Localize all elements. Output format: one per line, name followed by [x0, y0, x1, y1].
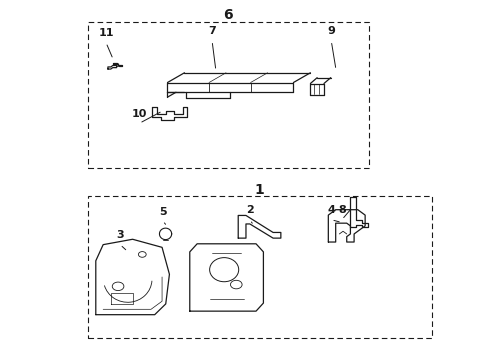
Text: 3: 3 — [116, 230, 124, 240]
Bar — [88, 22, 368, 168]
Text: 7: 7 — [208, 26, 216, 36]
Text: 9: 9 — [327, 26, 335, 36]
Text: 4: 4 — [327, 206, 335, 215]
Text: 11: 11 — [98, 28, 114, 38]
Text: 10: 10 — [132, 109, 147, 119]
Bar — [88, 196, 432, 338]
Text: 6: 6 — [223, 8, 233, 22]
Text: 2: 2 — [246, 206, 254, 215]
Text: 5: 5 — [159, 207, 167, 216]
Text: 8: 8 — [338, 206, 346, 215]
Text: 1: 1 — [255, 183, 265, 197]
